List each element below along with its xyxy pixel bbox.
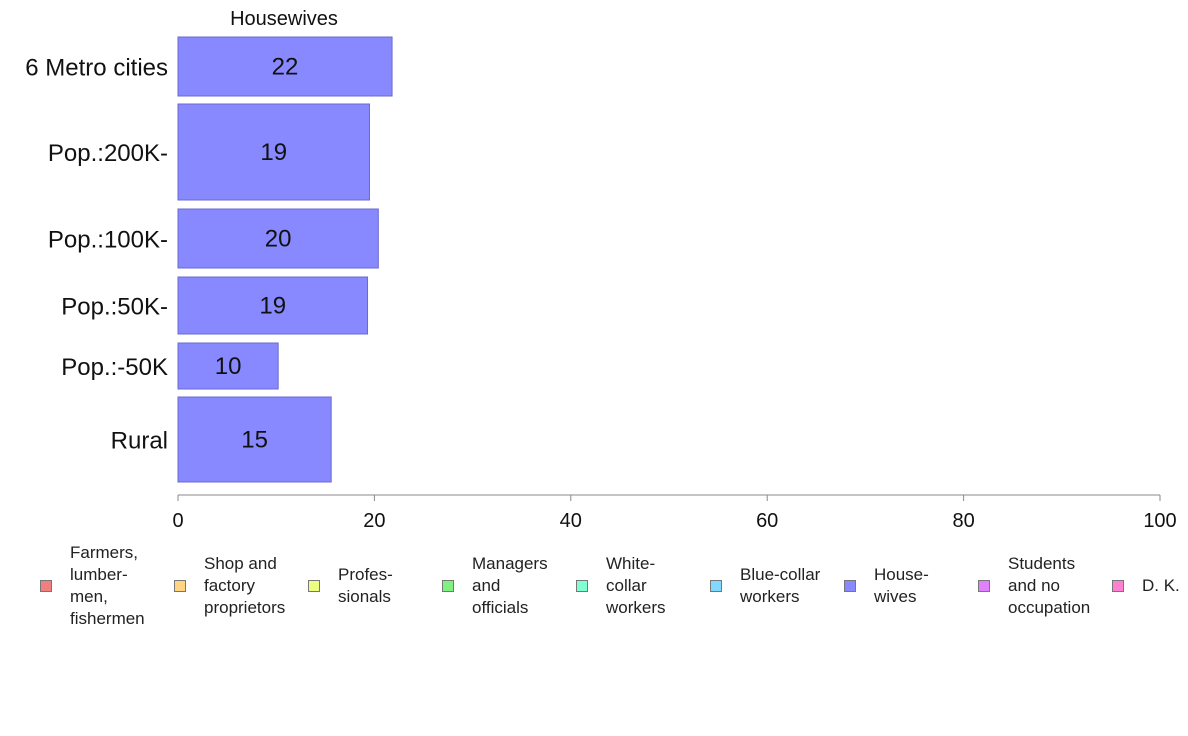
legend-label: Managers and officials <box>472 554 548 617</box>
legend-label: House- wives <box>874 565 929 606</box>
x-tick-label: 40 <box>560 510 582 532</box>
bar-value-label: 15 <box>241 427 268 454</box>
bars-group: 22 6 Metro cities 19 Pop.:200K- 20 Pop.:100K-… <box>25 36 393 483</box>
category-label: Pop.:-50K <box>61 354 168 381</box>
bar <box>177 208 379 269</box>
legend-label: Profes- sionals <box>338 565 393 606</box>
legend: Farmers, lumber- men, fishermen Shop and … <box>0 543 1188 642</box>
legend-label: Blue-collar workers <box>740 565 821 606</box>
legend-swatch <box>978 580 990 592</box>
legend-swatch <box>1112 580 1124 592</box>
bar-chart: Housewives 226 Metro cities19Pop.:200K-2… <box>25 8 1177 532</box>
legend-swatch <box>308 580 320 592</box>
legend-swatch <box>442 580 454 592</box>
bar <box>177 276 369 335</box>
x-axis: 0 20 40 60 80 100 <box>172 494 1177 532</box>
chart-title: Housewives <box>230 8 338 30</box>
x-tick-label: 60 <box>756 510 778 532</box>
x-tick-label: 20 <box>363 510 385 532</box>
bar-value-label: 20 <box>265 226 292 253</box>
bar-value-label: 19 <box>259 293 286 320</box>
legend-label: Shop and factory proprietors <box>204 554 286 617</box>
legend-label: White- collar workers <box>606 554 666 617</box>
category-label: Rural <box>111 428 168 455</box>
bar-value-label: 22 <box>272 54 299 81</box>
legend-label: D. K. <box>1142 576 1180 595</box>
legend-swatch <box>40 580 52 592</box>
x-tick-label: 80 <box>952 510 974 532</box>
category-label: Pop.:200K- <box>48 140 168 167</box>
bar <box>177 342 279 390</box>
bar <box>177 36 393 97</box>
bar <box>177 396 332 483</box>
category-label: 6 Metro cities <box>25 55 168 82</box>
legend-swatch <box>844 580 856 592</box>
bar-value-label: 10 <box>215 353 242 380</box>
legend-label: Students and no occupation <box>1008 554 1091 617</box>
legend-swatch <box>174 580 186 592</box>
bar-value-label: 19 <box>260 139 287 166</box>
x-tick-label: 0 <box>172 510 183 532</box>
legend-swatch <box>710 580 722 592</box>
category-label: Pop.:100K- <box>48 227 168 254</box>
legend-label: Farmers, lumber- men, fishermen <box>70 543 145 628</box>
bar <box>177 103 370 201</box>
x-tick-label: 100 <box>1143 510 1176 532</box>
legend-swatch <box>576 580 588 592</box>
category-label: Pop.:50K- <box>61 294 168 321</box>
